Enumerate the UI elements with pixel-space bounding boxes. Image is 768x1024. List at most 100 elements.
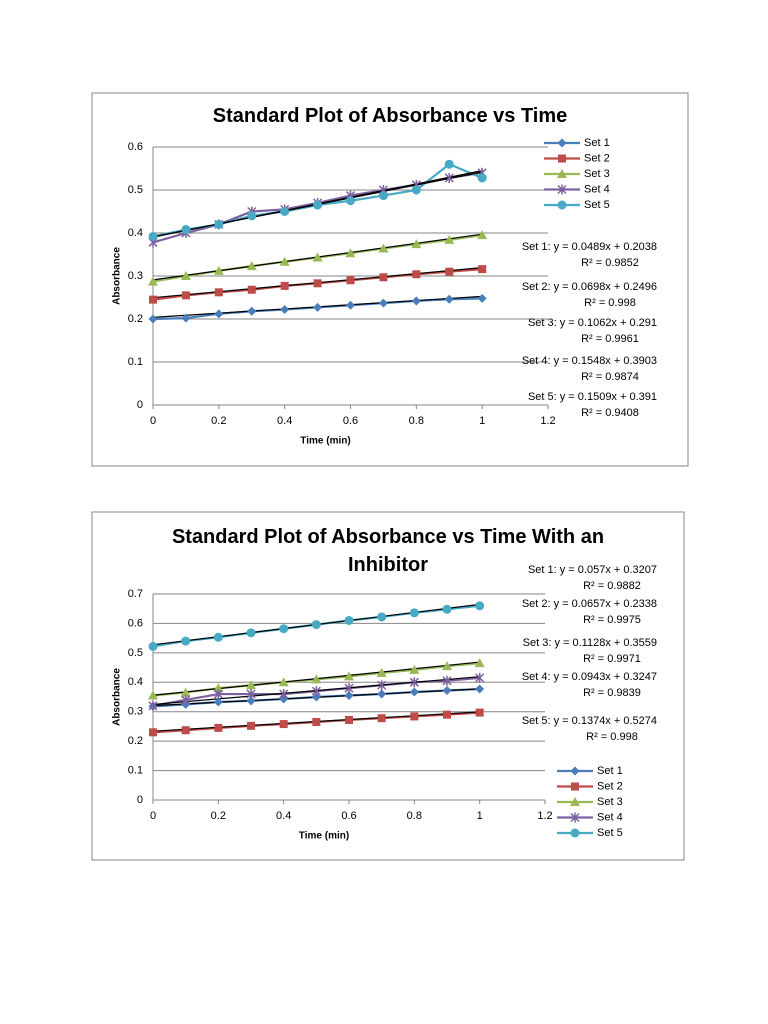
marker [213,265,224,275]
marker [376,667,387,677]
legend-marker [570,766,580,776]
marker [379,273,388,282]
legend-label: Set 2 [584,152,610,164]
marker [246,696,256,706]
marker [311,620,321,630]
y-tick-label: 0.4 [128,676,143,688]
legend-marker [571,782,579,791]
y-tick-label: 0 [137,794,143,806]
x-tick-label: 0.6 [341,810,356,822]
legend-label: Set 5 [584,199,610,211]
marker [442,686,452,696]
marker [444,234,455,244]
marker [181,636,191,646]
trendline-equation: Set 4: y = 0.1548x + 0.3903 [522,355,657,367]
marker [346,276,355,285]
x-tick-label: 0.8 [407,810,422,822]
marker [279,720,288,729]
marker [411,185,421,195]
marker [444,159,454,169]
marker [213,683,224,693]
marker [214,723,223,732]
y-tick-label: 0.7 [128,588,143,600]
chart-frame [91,92,689,467]
trendline-r2: R² = 0.9971 [583,653,641,665]
y-tick-label: 0.6 [128,141,143,153]
marker [279,624,289,634]
y-tick-label: 0.3 [128,706,143,718]
marker [214,309,224,319]
marker [213,632,223,642]
marker [411,296,421,306]
trendline-r2: R² = 0.9961 [581,333,639,345]
marker [181,694,191,705]
trendline-equation: Set 5: y = 0.1509x + 0.391 [528,391,657,403]
marker [181,313,191,323]
y-tick-label: 0.1 [128,764,143,776]
marker [313,279,322,288]
marker [246,261,257,271]
marker [247,721,255,730]
marker [442,661,452,671]
marker [477,230,488,240]
marker [148,700,158,711]
chart-title: Standard Plot of Absorbance vs Time With… [171,526,605,576]
legend-marker [557,184,567,195]
y-axis-label: Absorbance [112,247,123,305]
legend-marker [570,812,580,823]
x-tick-label: 0.4 [276,810,291,822]
marker [477,173,487,183]
x-tick-label: 0.2 [211,415,226,427]
marker [378,191,388,201]
marker [246,689,256,700]
x-tick-label: 0.4 [277,415,292,427]
marker [148,276,158,286]
marker [180,271,191,280]
legend-marker [570,797,580,806]
marker [346,196,355,206]
marker [475,672,485,683]
marker [311,692,321,702]
trendline-r2: R² = 0.9408 [581,407,639,419]
x-tick-label: 0.8 [409,415,424,427]
marker [279,256,290,266]
trendline-equation: Set 2: y = 0.0657x + 0.2338 [522,598,657,610]
x-tick-label: 0 [150,415,156,427]
legend-label: Set 4 [584,183,610,195]
legend-label: Set 4 [597,811,623,823]
marker [247,306,257,316]
marker [377,680,387,691]
legend-marker [557,169,567,178]
trendline-r2: R² = 0.9852 [581,257,639,269]
marker [280,207,290,216]
marker [247,285,256,294]
marker [411,239,422,249]
x-tick-label: 1 [479,415,485,427]
marker [280,305,290,315]
marker [378,243,389,253]
trendline-r2: R² = 0.998 [584,297,636,309]
x-axis-label: Time (min) [299,831,349,842]
marker [148,314,158,324]
marker [181,291,190,300]
marker [410,712,419,721]
y-tick-label: 0.3 [128,270,143,282]
marker [475,601,485,611]
marker [412,270,421,279]
marker [311,686,321,697]
marker [344,615,354,625]
marker [442,675,452,686]
trendline-equation: Set 5: y = 0.1374x + 0.5274 [522,715,657,727]
marker [409,608,419,618]
title-box: Standard Plot of Absorbance vs Time With… [171,526,605,576]
marker [444,172,454,183]
marker [444,294,454,304]
marker [377,689,387,699]
marker [477,293,487,303]
chart: Standard Plot of Absorbance vs Time 0 0.1 0… [91,92,689,467]
marker [213,689,223,700]
marker [247,211,257,221]
legend-marker [570,828,580,838]
y-tick-label: 0.2 [128,313,143,325]
